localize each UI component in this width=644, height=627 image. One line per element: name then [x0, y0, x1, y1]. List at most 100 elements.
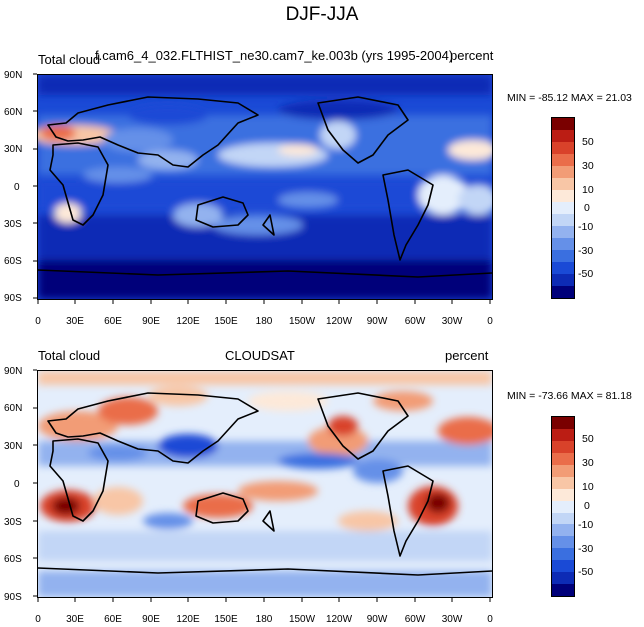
- panel1-colorbar-tick: 0: [584, 202, 590, 214]
- panel2-lat-tick-label: 60S: [4, 554, 22, 565]
- panel1-right-label: percent: [450, 48, 494, 63]
- panel2-lon-tick-label: 90W: [367, 614, 388, 624]
- panel1-colorbar-labels: 50 30 10 0 -10 -30 -50: [578, 136, 594, 280]
- panel2-colorbar-tick: -10: [578, 519, 593, 531]
- panel2-lon-tick-label: 90E: [142, 614, 160, 624]
- panel2-lon-tick-label: 30W: [442, 614, 463, 624]
- panel2-lon-tick-label: 0: [35, 614, 41, 624]
- panel2-colorbar-tick: -50: [578, 566, 593, 578]
- panel1-coastlines: [38, 96, 492, 278]
- panel1-colorbar-tick: -50: [578, 268, 593, 280]
- panel1-lon-tick-label: 30E: [66, 316, 84, 326]
- panel1-lon-tick-label: 150E: [214, 316, 238, 326]
- panel2-lat-tick-label: 60N: [4, 403, 22, 414]
- colorbar-segment: [552, 154, 574, 166]
- colorbar-segment: [552, 524, 574, 537]
- panel2-colorbar-tick: 30: [582, 457, 594, 469]
- panel1-colorbar-tick: -30: [578, 245, 593, 257]
- panel1-lon-tick-label: 90E: [142, 316, 160, 326]
- panel1-map: [37, 74, 493, 300]
- panel1-lon-tick-label: 0: [35, 316, 41, 326]
- panel2-colorbar-tick: 50: [582, 433, 594, 445]
- colorbar-segment: [552, 142, 574, 154]
- colorbar-segment: [552, 190, 574, 202]
- panel2-colorbar-tick: -30: [578, 543, 593, 555]
- colorbar-segment: [552, 476, 574, 489]
- colorbar-segment: [552, 262, 574, 274]
- panel1-lon-tick-label: 30W: [442, 316, 463, 326]
- panel2-colorbar: [551, 416, 575, 597]
- colorbar-segment: [552, 118, 574, 130]
- panel2-coastlines: [38, 392, 492, 576]
- panel2-left-label: Total cloud: [38, 348, 101, 363]
- panel2-lon-tick-label: 150W: [289, 614, 316, 624]
- panel1-left-label: Total cloud: [38, 52, 101, 67]
- panel2-lat-tick-label: 90N: [4, 366, 22, 377]
- colorbar-segment: [552, 274, 574, 286]
- colorbar-segment: [552, 464, 574, 477]
- panel1-colorbar-tick: -10: [578, 221, 593, 233]
- panel2-colorbar-tick: 0: [584, 500, 590, 512]
- panel1-colorbar-tick: 30: [582, 160, 594, 172]
- colorbar-segment: [552, 488, 574, 501]
- panel2-map: [37, 370, 493, 598]
- colorbar-segment: [552, 428, 574, 441]
- panel2-lat-tick-label: 30N: [4, 441, 22, 452]
- panel2-lon-tick-label: 150E: [214, 614, 238, 624]
- colorbar-segment: [552, 202, 574, 214]
- panel1-lat-tick-label: 30S: [4, 219, 22, 230]
- colorbar-segment: [552, 440, 574, 453]
- colorbar-segment: [552, 178, 574, 190]
- panel2-lat-tick-label: 0: [14, 479, 20, 490]
- panel1-lon-tick-label: 120W: [326, 316, 353, 326]
- panel1-lat-tick-label: 90S: [4, 293, 22, 304]
- panel1-lat-tick-label: 60N: [4, 107, 22, 118]
- colorbar-segment: [552, 560, 574, 573]
- panel1-colorbar-tick: 50: [582, 136, 594, 148]
- colorbar-segment: [552, 536, 574, 549]
- panel1-center-label: f.cam6_4_032.FLTHIST_ne30.cam7_ke.003b (…: [95, 48, 454, 63]
- panel2-lon-tick-label: 180: [256, 614, 273, 624]
- panel1-axes: 90N 60N 30N 0 30S 60S 90S 0 30E 60E 90E …: [4, 70, 493, 326]
- panel2-lon-tick-label: 0: [487, 614, 493, 624]
- panel2-colorbar-tick: 10: [582, 481, 594, 493]
- panel2-colorbar-labels: 50 30 10 0 -10 -30 -50: [578, 433, 594, 578]
- colorbar-segment: [552, 226, 574, 238]
- panel1-lon-tick-label: 120E: [176, 316, 200, 326]
- colorbar-segment: [552, 166, 574, 178]
- panel1-field: [38, 75, 492, 299]
- panel1-lat-tick-label: 60S: [4, 256, 22, 267]
- panel2-lon-tick-label: 60E: [104, 614, 122, 624]
- colorbar-segment: [552, 417, 574, 429]
- panel2-minmax: MIN = -73.66 MAX = 81.18: [507, 390, 632, 402]
- panel2-center-label: CLOUDSAT: [225, 348, 295, 363]
- colorbar-segment: [552, 452, 574, 465]
- colorbar-segment: [552, 214, 574, 226]
- panel1-colorbar: [551, 117, 575, 299]
- panel1-lat-tick-label: 30N: [4, 144, 22, 155]
- panel1-lon-tick-label: 60E: [104, 316, 122, 326]
- panel1-minmax: MIN = -85.12 MAX = 21.03: [507, 92, 632, 104]
- panel1-colorbar-tick: 10: [582, 184, 594, 196]
- panel2-lon-tick-label: 120W: [326, 614, 353, 624]
- panel1-lon-tick-label: 180: [256, 316, 273, 326]
- panel1-lon-tick-label: 0: [487, 316, 493, 326]
- colorbar-segment: [552, 500, 574, 513]
- panel2-lon-tick-label: 120E: [176, 614, 200, 624]
- panel2-lon-tick-label: 60W: [405, 614, 426, 624]
- panel1-lat-tick-label: 90N: [4, 70, 22, 81]
- colorbar-segment: [552, 286, 574, 298]
- colorbar-segment: [552, 130, 574, 142]
- figure-title: DJF-JJA: [285, 4, 359, 25]
- panel1-lat-tick-label: 0: [14, 182, 20, 193]
- colorbar-segment: [552, 512, 574, 525]
- panel2-lat-tick-label: 90S: [4, 592, 22, 603]
- colorbar-segment: [552, 250, 574, 262]
- colorbar-segment: [552, 584, 574, 597]
- colorbar-segment: [552, 238, 574, 250]
- panel2-lat-tick-label: 30S: [4, 517, 22, 528]
- panel2-right-label: percent: [445, 348, 489, 363]
- panel1-anomaly-field: [38, 75, 492, 299]
- panel1-lon-tick-label: 150W: [289, 316, 316, 326]
- panel1-lon-tick-label: 60W: [405, 316, 426, 326]
